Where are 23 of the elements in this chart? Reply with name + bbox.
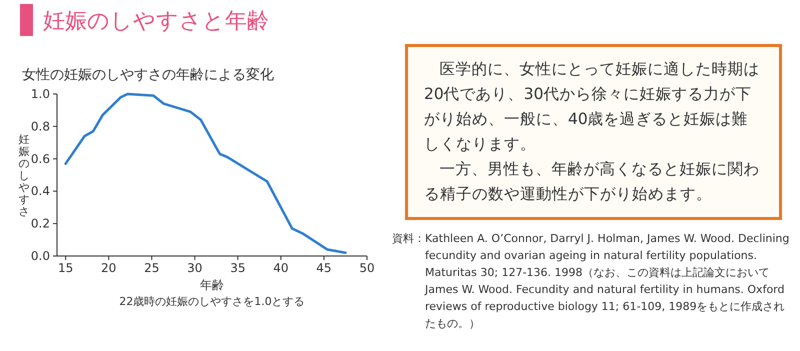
- x-tick-label: 15: [58, 261, 74, 275]
- chart-title: 妊娠のしやすさと年齢: [43, 9, 269, 34]
- y-tick-label: 0.2: [30, 216, 50, 231]
- text: 22歳時の妊娠のしやすさを1.0とする: [119, 295, 305, 308]
- chart-subtitle: 女性の妊娠のしやすさの年齢による変化: [22, 67, 274, 83]
- text: 医学的に、女性にとって妊娠に適した時期は20代であり、30代から徐々に妊娠する力が下がり始め、一般に、40歳を過ぎると妊娠は難しくなります。: [424, 59, 760, 155]
- y-tick-label: 1.0: [30, 87, 50, 101]
- text: 一方、男性も、年齢が高くなると妊娠に関わる精子の数や運動性が下がり始めます。: [424, 159, 760, 205]
- x-tick-label: 25: [144, 261, 160, 275]
- y-axis-title: 妊娠のしやすさ: [18, 133, 30, 218]
- x-tick-label: 50: [359, 261, 375, 275]
- x-tick-label: 40: [273, 261, 289, 275]
- y-tick-label: 0.4: [30, 184, 50, 198]
- text: 資料：Kathleen A. O’Connor, Darryl J. Holman, James W. Wood. Declining fecundity and ovarian ageing in natural fertility populations. Maturitas 30; 127-136. 1998（なお、この資料は上記論文においてJames W. Wood. Fecundity and natural fertility in humans. Oxford reviews of reproductive biology 11; 61-109, 1989をもとに作成されたもの。）: [392, 231, 790, 332]
- y-tick-label: 0.6: [30, 152, 50, 166]
- x-tick-label: 30: [187, 261, 202, 275]
- x-axis-title: 年齢: [200, 278, 224, 292]
- x-tick-label: 20: [101, 261, 116, 275]
- y-tick-label: 0.0: [30, 249, 50, 263]
- x-tick-label: 35: [230, 261, 246, 275]
- x-tick-label: 45: [316, 261, 332, 275]
- line-series: [64, 92, 347, 254]
- y-tick-label: 0.8: [30, 119, 50, 134]
